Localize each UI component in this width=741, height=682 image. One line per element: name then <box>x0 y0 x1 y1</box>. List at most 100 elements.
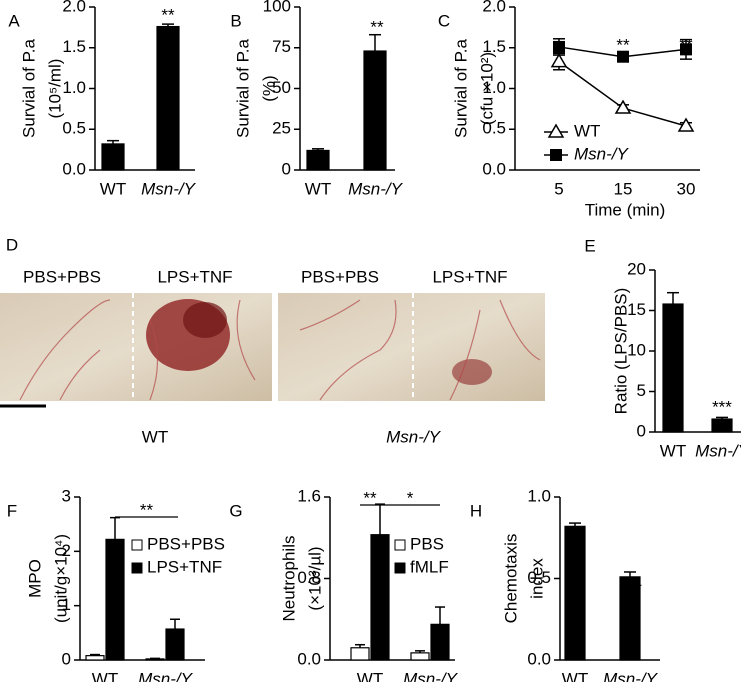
panel-letter: F <box>7 501 17 520</box>
y-axis-label: index <box>527 558 546 599</box>
x-tick-label: Msn-/Y <box>603 669 659 682</box>
x-axis-label: Time (min) <box>585 200 666 219</box>
vessels <box>19 299 541 401</box>
x-tick-label: Msn-/Y <box>348 179 404 198</box>
y-tick-label: 0.0 <box>482 159 506 178</box>
photo-label: PBS+PBS <box>23 267 101 286</box>
x-tick-label: WT <box>357 669 383 682</box>
panel-letter: H <box>470 501 482 520</box>
y-tick-label: 0.0 <box>62 159 86 178</box>
panel-letter: A <box>8 11 20 30</box>
point <box>553 40 565 53</box>
photo-label: PBS+PBS <box>301 267 379 286</box>
significance-label: ** <box>679 35 693 54</box>
y-axis-label: (unit/g×10⁴) <box>51 534 70 623</box>
legend-swatch <box>394 539 406 551</box>
legend-marker <box>547 123 565 138</box>
series-line <box>558 60 687 127</box>
bar <box>711 418 733 433</box>
y-tick-label: 1.5 <box>62 37 86 56</box>
y-axis-label: (cfu ×10²) <box>477 52 496 125</box>
point <box>614 99 632 114</box>
bar <box>101 143 125 171</box>
y-tick-label: 2 <box>62 541 71 560</box>
y-tick-label: 0.5 <box>62 119 86 138</box>
y-tick-label: 2.0 <box>62 0 86 15</box>
photo-panel <box>0 293 545 408</box>
legend-label: WT <box>574 121 600 140</box>
bar <box>662 303 684 433</box>
x-tick-label: WT <box>562 669 588 682</box>
y-tick-label: 0.0 <box>297 649 321 668</box>
x-tick-label: WT <box>305 179 331 198</box>
significance-label: *** <box>622 579 642 598</box>
y-axis-label: Ratio (LPS/PBS) <box>611 288 630 415</box>
panel-letter: B <box>230 11 241 30</box>
group-label: WT <box>142 427 168 446</box>
legend-marker <box>550 149 562 161</box>
bar <box>85 655 105 661</box>
legend-swatch <box>131 562 143 574</box>
y-axis-label: Survial of P.a <box>451 39 470 138</box>
x-tick-label: Msn-/Y <box>403 669 459 682</box>
photo-label: LPS+TNF <box>157 267 232 286</box>
significance-label: ** <box>616 35 630 54</box>
legend-label: PBS <box>410 534 444 553</box>
y-axis-label: (%) <box>259 75 278 101</box>
x-tick-label: WT <box>92 669 118 682</box>
x-tick-label: Msn-/Y <box>695 441 741 460</box>
bar <box>165 628 185 661</box>
y-axis-label: MPO <box>25 559 44 598</box>
y-tick-label: 20 <box>627 259 646 278</box>
photo-label: LPS+TNF <box>432 267 507 286</box>
y-tick-label: 0 <box>637 421 646 440</box>
y-axis-label: (10⁵/ml) <box>45 59 64 119</box>
y-axis-label: Neutrophils <box>279 536 298 622</box>
y-axis-label: Survial of P.a <box>233 39 252 138</box>
significance-label: ** <box>140 500 154 519</box>
legend-label: Msn-/Y <box>574 144 630 163</box>
bar <box>370 534 390 661</box>
bar <box>564 525 586 661</box>
y-tick-label: 3 <box>62 486 71 505</box>
x-tick-label: Msn-/Y <box>141 179 197 198</box>
point <box>550 53 568 68</box>
bar <box>105 538 125 661</box>
y-tick-label: 25 <box>272 119 291 138</box>
y-axis-label: Survial of P.a <box>19 39 38 138</box>
y-tick-label: 15 <box>627 300 646 319</box>
y-tick-label: 0 <box>62 649 71 668</box>
point <box>617 50 629 63</box>
y-tick-label: 100 <box>263 0 291 15</box>
y-tick-label: 1.0 <box>527 486 551 505</box>
group-label: Msn-/Y <box>386 427 442 446</box>
panel-letter: C <box>438 11 450 30</box>
significance-label: ** <box>363 488 377 507</box>
y-tick-label: 0 <box>282 159 291 178</box>
x-tick-label: WT <box>100 179 126 198</box>
y-tick-label: 5 <box>637 381 646 400</box>
bar <box>350 647 370 661</box>
y-tick-label: 75 <box>272 37 291 56</box>
lesion <box>452 359 492 385</box>
y-tick-label: 1.5 <box>482 37 506 56</box>
bar <box>430 623 450 661</box>
legend-swatch <box>394 562 406 574</box>
photo <box>278 293 545 401</box>
point <box>677 117 695 132</box>
y-tick-label: 10 <box>627 340 646 359</box>
bar <box>306 149 330 171</box>
photo <box>0 293 272 401</box>
y-tick-label: 0.0 <box>527 649 551 668</box>
legend-label: fMLF <box>410 557 449 576</box>
legend-label: PBS+PBS <box>147 534 225 553</box>
x-tick-label: Msn-/Y <box>138 669 194 682</box>
y-tick-label: 0.8 <box>297 568 321 587</box>
y-tick-label: 0.5 <box>527 568 551 587</box>
legend-swatch <box>131 539 143 551</box>
significance-label: *** <box>712 397 732 416</box>
panel-letter: D <box>6 235 18 254</box>
significance-label: ** <box>370 17 384 36</box>
y-tick-label: 50 <box>272 78 291 97</box>
